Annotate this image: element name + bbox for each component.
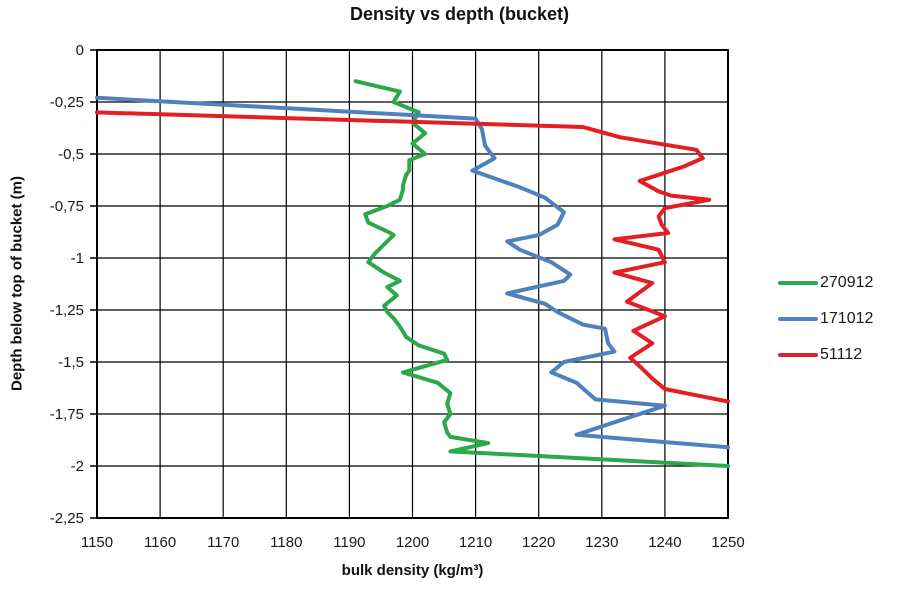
x-axis-title: bulk density (kg/m³) — [341, 562, 484, 579]
legend-label: 171012 — [820, 309, 874, 327]
y-tick-label: -0,5 — [58, 146, 84, 163]
x-tick-label: 1180 — [270, 534, 302, 551]
series-51112-line — [95, 110, 730, 404]
x-tick-label: 1230 — [585, 534, 618, 551]
x-tick-label: 1200 — [396, 534, 429, 551]
x-tick-labels: 1150 1160 1170 1180 1190 1200 1210 1220 1230 1240… — [81, 534, 745, 551]
x-tick-label: 1220 — [522, 534, 555, 551]
legend-swatch-blue-line — [778, 316, 818, 321]
x-tick-label: 1240 — [648, 534, 681, 551]
y-tick-label: -1,5 — [58, 354, 84, 371]
y-tick-label: -1,25 — [50, 302, 84, 319]
legend-label: 270912 — [820, 273, 874, 291]
y-tick-label: -2 — [71, 458, 84, 475]
x-tick-label: 1210 — [459, 534, 492, 551]
plot-frame — [96, 49, 729, 519]
y-tick-label: -1 — [71, 250, 84, 267]
y-tick-labels: 0 -0,25 -0,5 -0,75 -1 -1,25 -1,5 -1,75 -2 -2,25 — [50, 42, 84, 527]
chart-title: Density vs depth (bucket) — [349, 4, 570, 24]
x-tick-label: 1170 — [207, 534, 239, 551]
x-tick-label: 1160 — [144, 534, 176, 551]
legend-swatch-red-line — [778, 352, 818, 357]
legend-label: 51112 — [820, 345, 863, 363]
y-tick-label: -1,75 — [50, 406, 84, 423]
legend-swatch-green-line — [778, 280, 818, 285]
y-tick-label: -0,75 — [50, 198, 84, 215]
legend-item-171012: 171012 — [778, 308, 873, 329]
legend-item-270912: 270912 — [778, 272, 873, 293]
legend-item-51112: 51112 — [778, 344, 873, 365]
y-tick-label: -0,25 — [50, 94, 84, 111]
y-tick-label: 0 — [76, 42, 84, 59]
y-tick-label: -2,25 — [50, 510, 84, 527]
series-270912-line — [353, 79, 730, 468]
x-tick-label: 1250 — [711, 534, 744, 551]
series-171012-line — [95, 95, 730, 450]
legend: 270912 171012 51112 — [778, 272, 873, 365]
x-tick-label: 1150 — [81, 534, 113, 551]
y-axis-ticks — [90, 49, 97, 519]
x-tick-label: 1190 — [333, 534, 365, 551]
